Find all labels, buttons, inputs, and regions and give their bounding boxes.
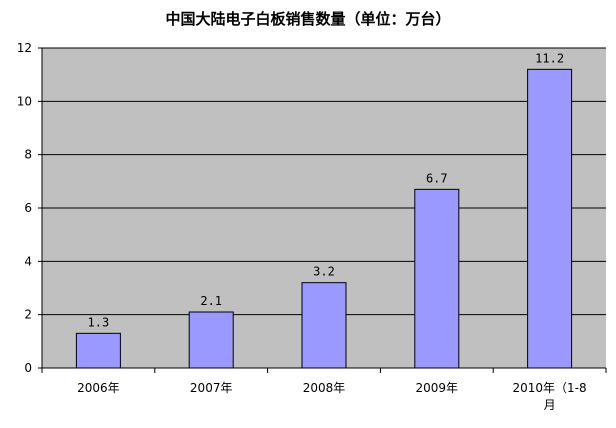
- bar: [188, 311, 234, 369]
- bar: [75, 332, 121, 369]
- x-tick-label: 2008年: [303, 381, 346, 395]
- data-label: 3.2: [313, 265, 335, 279]
- x-tick-label: 2006年: [77, 381, 120, 395]
- y-tick-label: 12: [17, 41, 32, 55]
- bars: [75, 68, 573, 369]
- y-tick-label: 2: [24, 308, 32, 322]
- y-tick-label: 0: [24, 361, 32, 375]
- data-labels: 1.3 2.1 3.2 6.7 11.2: [88, 51, 564, 329]
- x-tick-label: 2009年: [416, 381, 459, 395]
- grid-lines: [42, 47, 606, 316]
- data-label: 6.7: [426, 171, 448, 185]
- y-tick-label: 4: [24, 254, 32, 268]
- chart-title: 中国大陆电子白板销售数量（单位：万台）: [165, 10, 450, 28]
- y-tick-label: 6: [24, 201, 32, 215]
- y-axis-ticks: 0 2 4 6 8 10 12: [17, 41, 42, 375]
- x-tick-label: 2010年（1-8: [513, 381, 587, 395]
- y-tick-label: 10: [17, 94, 32, 108]
- x-tick-label: 月: [544, 398, 556, 412]
- bar: [527, 68, 573, 369]
- data-label: 1.3: [88, 315, 110, 329]
- data-label: 2.1: [200, 294, 222, 308]
- bar: [301, 282, 347, 369]
- y-tick-label: 8: [24, 148, 32, 162]
- x-axis-ticks: 2006年 2007年 2008年 2009年 2010年（1-8 月: [41, 368, 607, 412]
- data-label: 11.2: [535, 51, 564, 65]
- bar: [414, 188, 460, 369]
- x-tick-label: 2007年: [190, 381, 233, 395]
